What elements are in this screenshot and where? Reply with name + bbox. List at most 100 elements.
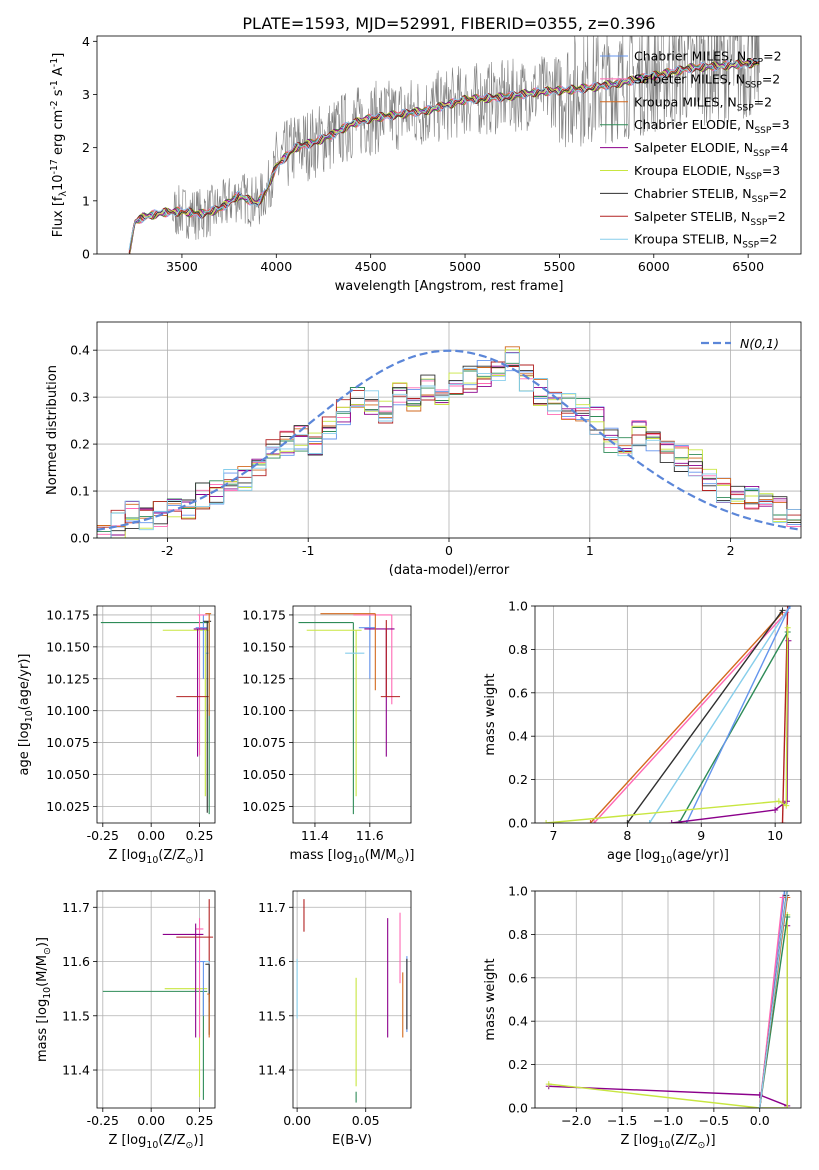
y-axis-label: mass weight: [483, 673, 498, 755]
mass-weight-marker: [676, 820, 683, 823]
mass-weight-line: [678, 631, 789, 823]
axes-residuals: -2 -1 0 1 2 0.0 0.1 0.2 0.3 0.4 (data-model)/error…: [45, 321, 802, 578]
mass-weight-marker: [784, 1105, 791, 1108]
gridlines: [293, 891, 411, 1108]
axes-frame: 3500 4000 4500 5000 5500 6000 6500 0 1 2 3 4 wavelen…: [49, 34, 802, 294]
axes-frame: -2 -1 0 1 2 0.0 0.1 0.2 0.3 0.4 (data-model)/error…: [45, 321, 802, 578]
errorbar-point: [203, 620, 212, 813]
y-tick-label: 11.4: [62, 1063, 90, 1078]
y-tick-label: 10.075: [242, 735, 286, 750]
y-tick-label: 0.6: [508, 970, 528, 985]
legend-label: Kroupa MILES, NSSP=2: [634, 94, 772, 113]
y-tick-label: 0.4: [508, 1014, 528, 1029]
y-tick-label: 4: [82, 34, 90, 49]
model-spectrum-line: [128, 58, 759, 250]
legend-label: Salpeter ELODIE, NSSP=4: [634, 140, 789, 159]
mass-weight-marker: [756, 1105, 763, 1108]
figure-title: PLATE=1593, MJD=52991, FIBERID=0355, z=0…: [242, 14, 655, 33]
legend-label: Kroupa ELODIE, NSSP=3: [634, 163, 780, 182]
axes-border: [534, 605, 802, 824]
y-tick-label: 10.125: [242, 671, 286, 686]
legend-label: Kroupa STELIB, NSSP=2: [634, 232, 778, 251]
y-tick-label: 0.0: [508, 1101, 528, 1116]
x-axis-label: Z [log10(Z/Z⊙)]: [620, 1133, 715, 1151]
y-tick-label: 2: [82, 140, 90, 155]
axes-mass-vs-EBV: 0.00 0.05 11.4 11.5 11.6 11.7 E(B-V): [258, 890, 412, 1148]
plot-area: [296, 899, 408, 1103]
errorbar-point: [164, 988, 208, 1098]
x-tick-label: 0: [445, 543, 453, 558]
model-spectrum-line: [128, 59, 759, 251]
x-tick-label: 0.00: [137, 828, 165, 843]
mass-weight-marker: [786, 606, 793, 609]
gridlines: [97, 891, 215, 1108]
y-axis-label: mass [log10(M/M⊙)]: [35, 937, 53, 1062]
y-tick-label: 0.4: [70, 343, 90, 358]
x-tick-label: 0.25: [186, 1113, 214, 1128]
x-tick-label: 6500: [732, 259, 764, 274]
mass-weight-line: [648, 606, 791, 823]
y-tick-label: 0.2: [70, 437, 90, 452]
y-tick-label: 0: [82, 247, 90, 262]
y-tick-label: 10.175: [242, 607, 286, 622]
plot-area: [543, 606, 793, 823]
axes-spectrum: 3500 4000 4500 5000 5500 6000 6500 0 1 2 3 4 wavelen…: [49, 34, 802, 294]
x-tick-label: −1.0: [653, 1113, 683, 1128]
mass-weight-marker: [543, 820, 550, 823]
y-tick-label: 10.150: [46, 639, 90, 654]
y-tick-label: 11.7: [62, 900, 90, 915]
x-tick-label: -0.25: [87, 828, 119, 843]
mass-weight-line: [671, 640, 790, 823]
errorbar-point: [298, 622, 354, 815]
axes-weight-vs-Z: −2.0 −1.5 −1.0 −0.5 0.0 0.0 0.2 0.4 0.6 0.8 1.0 Z […: [483, 884, 802, 1151]
residual-histogram: [97, 352, 801, 538]
y-tick-label: 11.4: [258, 1063, 286, 1078]
x-tick-label: 11.6: [356, 828, 384, 843]
errorbar-point: [193, 628, 208, 757]
gridlines: [97, 322, 801, 539]
model-spectrum-line: [129, 59, 759, 254]
x-tick-label: 3500: [166, 259, 198, 274]
x-tick-label: 4500: [355, 259, 387, 274]
errorbar-point: [364, 628, 395, 757]
y-axis-label: Flux [fλ10-17 erg cm-2 s-1 A-1]: [49, 53, 69, 238]
errorbar-point: [100, 622, 210, 815]
errorbar-point: [320, 613, 376, 691]
y-tick-label: 1: [82, 193, 90, 208]
errorbar-point: [102, 990, 208, 1100]
plot-area: [102, 899, 214, 1100]
x-tick-label: 10: [767, 828, 783, 843]
axes-frame: 11.4 11.6 10.025 10.050 10.075 10.100 10.125 10…: [242, 605, 414, 866]
y-axis-label: Normed distribution: [45, 365, 60, 495]
mass-weight-marker: [784, 606, 791, 609]
x-tick-label: 9: [697, 828, 705, 843]
errorbar-point: [353, 614, 393, 705]
mass-weight-line: [593, 612, 787, 823]
x-tick-label: 0.00: [283, 1113, 311, 1128]
legend-label: Chabrier STELIB, NSSP=2: [634, 186, 787, 205]
x-tick-label: 1: [586, 543, 594, 558]
plot-area: [128, 36, 760, 254]
axes-frame: −2.0 −1.5 −1.0 −0.5 0.0 0.0 0.2 0.4 0.6 0.8 1.0 Z […: [483, 884, 802, 1151]
errorbar-point: [195, 614, 208, 679]
y-tick-label: 0.1: [70, 484, 90, 499]
x-tick-label: 0.25: [186, 828, 214, 843]
x-axis-label: Z [log10(Z/Z⊙)]: [108, 848, 203, 866]
mass-weight-line: [781, 606, 789, 823]
mass-weight-marker: [781, 891, 788, 894]
mass-weight-line: [548, 914, 788, 1108]
mass-weight-line: [759, 891, 788, 1108]
axes-age-vs-mass: 11.4 11.6 10.025 10.050 10.075 10.100 10.125 10…: [242, 605, 414, 866]
x-tick-label: −1.5: [607, 1113, 637, 1128]
axes-border: [96, 605, 216, 824]
mass-weight-marker: [779, 820, 786, 823]
x-tick-label: −2.0: [561, 1113, 591, 1128]
axes-mass-vs-Z: -0.25 0.00 0.25 11.4 11.5 11.6 11.7 Z [log10(Z/…: [35, 890, 216, 1151]
mass-weight-line: [626, 609, 784, 823]
axes-border: [96, 890, 216, 1109]
legend-label: N(0,1): [740, 336, 779, 351]
axes-frame: 7 8 9 10 0.0 0.2 0.4 0.6 0.8 1.0 age [log10(age/yr…: [483, 599, 802, 866]
errorbar-point: [205, 963, 210, 1035]
gridlines: [535, 890, 801, 1109]
